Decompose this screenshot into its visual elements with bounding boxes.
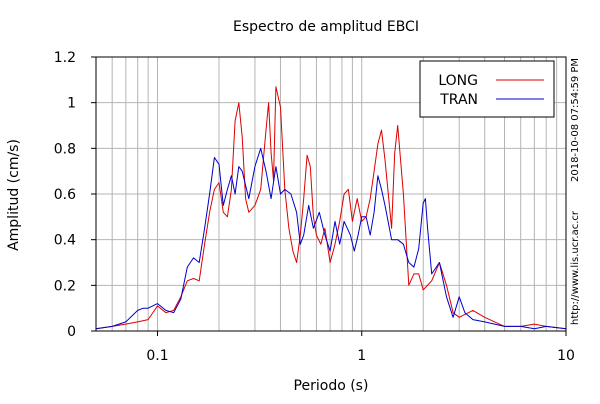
y-axis-label: Amplitud (cm/s) <box>6 139 22 251</box>
x-tick-label: 10 <box>557 348 575 364</box>
y-tick-label: 0.6 <box>54 187 76 203</box>
chart-title: Espectro de amplitud EBCI <box>233 19 419 35</box>
legend: LONG TRAN <box>419 60 555 118</box>
x-axis-label: Periodo (s) <box>294 378 369 394</box>
y-tick-label: 1 <box>67 96 76 112</box>
y-tick-label: 0.8 <box>54 141 76 157</box>
series-line-long <box>95 86 567 330</box>
legend-label-tran: TRAN <box>439 92 478 108</box>
x-tick-label: 1 <box>357 348 366 364</box>
y-tick-label: 0.2 <box>54 278 76 294</box>
legend-box <box>419 60 555 118</box>
y-tick-label: 0 <box>67 324 76 340</box>
grid <box>96 57 566 331</box>
tick-labels: 0 0.2 0.4 0.6 0.8 1 1.2 0.1 1 10 <box>54 50 575 364</box>
y-tick-label: 0.4 <box>54 233 76 249</box>
legend-label-long: LONG <box>438 73 478 89</box>
series-line-tran <box>95 147 567 330</box>
timestamp-label: 2018-10-08 07:54:59 PM <box>570 58 581 182</box>
series-layer <box>95 86 567 330</box>
x-tick-label: 0.1 <box>146 348 168 364</box>
y-tick-label: 1.2 <box>54 50 76 66</box>
source-url-label: http://www.lis.ucr.ac.cr <box>570 210 581 325</box>
